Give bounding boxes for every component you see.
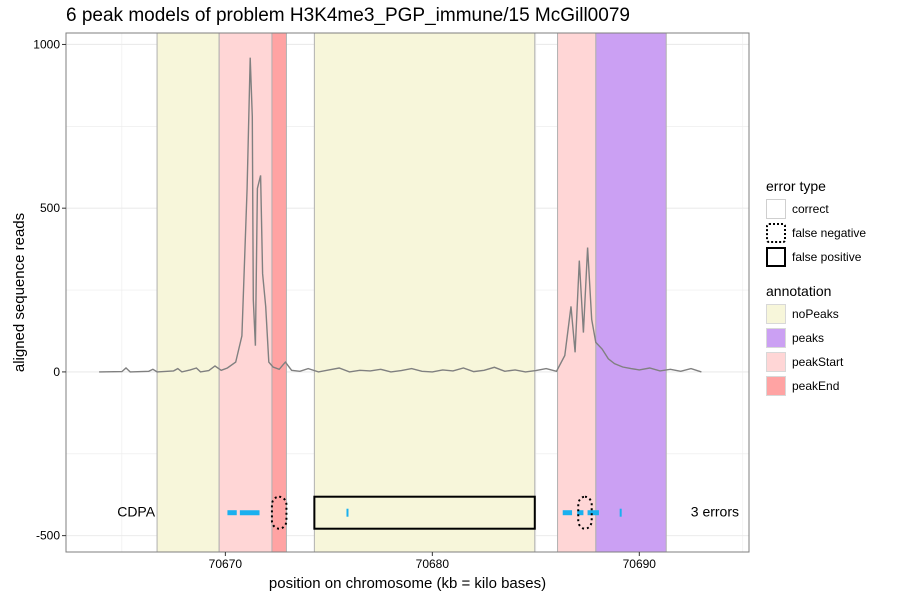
y-axis-title: aligned sequence reads <box>11 213 28 372</box>
error-false-negative <box>270 495 288 530</box>
panel-border <box>65 32 750 553</box>
legend-item-peakend: peakEnd <box>766 374 866 398</box>
annotation-region-peakEnd <box>271 32 287 553</box>
annotation-region-peakStart <box>218 32 278 553</box>
legend-key-peaks <box>766 328 786 348</box>
coverage-line <box>99 57 702 373</box>
x-tick-label: 70670 <box>209 557 243 571</box>
legend-key-false-positive <box>766 247 786 267</box>
y-tick-label: 1000 <box>33 37 60 51</box>
legend-key-nopeaks <box>766 304 786 324</box>
legend-item-correct: correct <box>766 197 866 221</box>
legend-error-type: error type correct false negative false … <box>766 178 866 269</box>
legend-label: noPeaks <box>792 307 839 321</box>
legend-item-peakstart: peakStart <box>766 350 866 374</box>
legend-label: peakStart <box>792 355 844 369</box>
chart-title: 6 peak models of problem H3K4me3_PGP_imm… <box>66 5 630 26</box>
legend-label: false negative <box>792 226 867 240</box>
legend: error type correct false negative false … <box>766 178 866 412</box>
y-tick-label: -500 <box>36 529 60 543</box>
legend-label: correct <box>792 202 829 216</box>
y-tick-label: 500 <box>40 201 60 215</box>
legend-key-peakstart <box>766 352 786 372</box>
legend-annotation: annotation noPeaks peaks peakStart peakE… <box>766 283 866 398</box>
error-false-negative <box>577 495 593 530</box>
legend-annotation-title: annotation <box>766 283 832 299</box>
legend-key-peakend <box>766 376 786 396</box>
error-false-positive <box>313 495 536 530</box>
legend-error-type-title: error type <box>766 178 826 194</box>
legend-item-false-negative: false negative <box>766 221 866 245</box>
x-axis-title: position on chromosome (kb = kilo bases) <box>269 575 546 592</box>
y-tick-label: 0 <box>53 365 60 379</box>
legend-label: false positive <box>792 250 862 264</box>
legend-label: peaks <box>792 331 825 345</box>
legend-item-false-positive: false positive <box>766 245 866 269</box>
legend-key-false-negative <box>766 223 786 243</box>
x-tick-label: 70690 <box>623 557 657 571</box>
annotation-region-noPeaks <box>313 32 536 553</box>
x-tick-label: 70680 <box>416 557 450 571</box>
model-name-label: CDPA <box>117 504 156 520</box>
legend-label: peakEnd <box>792 379 840 393</box>
legend-key-correct <box>766 199 786 219</box>
legend-item-peaks: peaks <box>766 326 866 350</box>
legend-item-nopeaks: noPeaks <box>766 302 866 326</box>
annotation-region-noPeaks <box>156 32 220 553</box>
model-errors-label: 3 errors <box>691 504 739 520</box>
annotation-region-peaks <box>595 32 667 553</box>
